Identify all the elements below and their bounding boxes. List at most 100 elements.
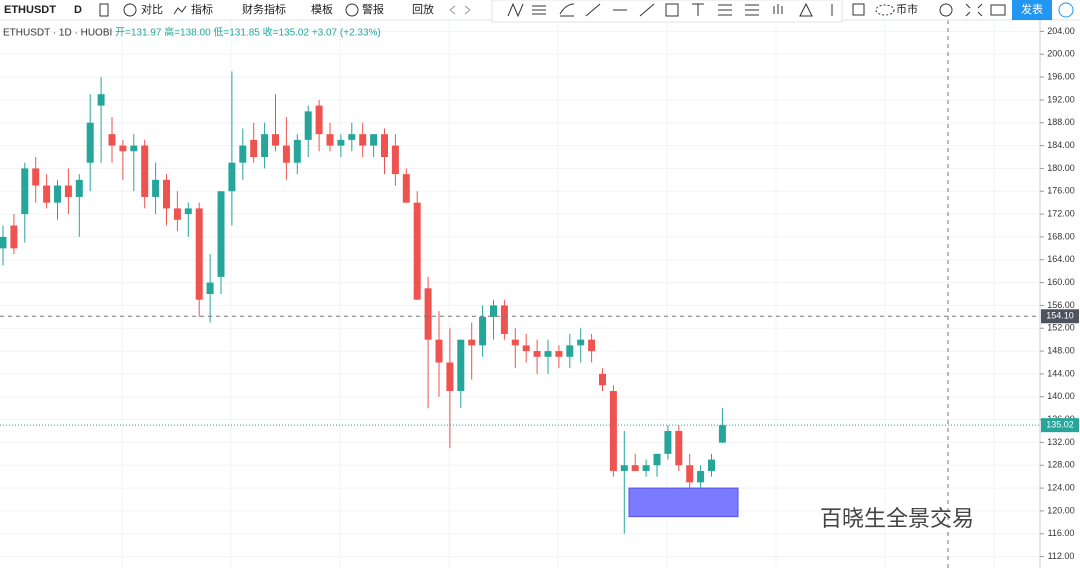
candle-body — [10, 225, 18, 249]
toolbar-item[interactable]: 回放 — [412, 2, 434, 16]
candle-body — [435, 339, 443, 363]
candle-body — [108, 134, 116, 146]
settings-icon[interactable] — [939, 3, 953, 17]
y-tick-label: 176.00 — [1047, 186, 1075, 196]
crosshair-box — [1041, 309, 1079, 324]
candle-body — [86, 122, 94, 163]
candle-body — [675, 431, 683, 466]
crosshair-label: 154.10 — [1046, 311, 1074, 321]
candle-body — [348, 134, 356, 140]
market[interactable]: 币市 — [896, 2, 918, 16]
tool[interactable] — [665, 3, 679, 17]
grid — [0, 20, 1040, 568]
y-tick-label: 132.00 — [1047, 437, 1075, 447]
tool[interactable] — [639, 3, 655, 17]
y-tick-label: 204.00 — [1047, 26, 1075, 36]
tool[interactable] — [585, 3, 601, 17]
legend-title: ETHUSDT · 1D · HUOBI — [3, 28, 112, 39]
tool[interactable] — [559, 3, 575, 17]
toolbar-item[interactable]: 指标 — [191, 2, 213, 16]
candle-body — [152, 179, 160, 197]
interval[interactable]: D — [74, 4, 82, 16]
y-tick-label: 120.00 — [1047, 505, 1075, 515]
candle-body — [326, 134, 334, 146]
candle-body — [163, 179, 170, 209]
candle-body — [304, 111, 312, 140]
toolbar-item[interactable]: 对比 — [141, 2, 163, 16]
candle-body — [468, 339, 476, 346]
candle-body — [32, 168, 40, 186]
tool[interactable] — [718, 4, 732, 16]
candle-body — [75, 179, 83, 197]
candle-body — [664, 431, 672, 454]
zone-box — [628, 487, 739, 518]
candle-body — [381, 134, 388, 157]
y-tick-label: 140.00 — [1047, 391, 1075, 401]
y-tick-label: 168.00 — [1047, 231, 1075, 241]
candle-body — [370, 134, 378, 146]
candle-body — [315, 105, 323, 135]
candle-body — [0, 236, 7, 249]
publish-label[interactable]: 发表 — [1021, 2, 1043, 16]
tool[interactable] — [773, 4, 783, 14]
price-axis — [1040, 20, 1080, 568]
tool[interactable] — [692, 3, 704, 16]
candle-body — [250, 139, 258, 157]
candle-body — [402, 174, 410, 203]
candle-body — [413, 202, 421, 300]
tool[interactable] — [875, 4, 895, 16]
drawing-tools — [507, 2, 1006, 18]
candle-body — [337, 139, 345, 146]
y-tick-label: 116.00 — [1048, 528, 1075, 538]
tool[interactable] — [507, 2, 524, 18]
tool[interactable] — [852, 3, 865, 16]
last-price-label: 135.02 — [1046, 420, 1074, 430]
legend-ohlc: 开=131.97 高=138.00 低=131.85 收=135.02 +3.0… — [115, 26, 381, 39]
candle-body — [620, 465, 628, 471]
symbol[interactable]: ETHUSDT — [4, 4, 56, 16]
tool[interactable] — [799, 2, 813, 17]
toolbar-item[interactable]: 财务指标 — [242, 2, 286, 16]
y-tick-label: 200.00 — [1047, 49, 1075, 59]
candle-body — [708, 459, 715, 471]
candle-body — [206, 282, 214, 294]
y-tick-label: 192.00 — [1047, 94, 1075, 104]
candle-body — [609, 391, 617, 471]
toolbar-item[interactable]: 模板 — [311, 2, 333, 16]
candle-body — [391, 145, 399, 175]
y-tick-label: 156.00 — [1047, 300, 1075, 310]
y-tick-label: 112.00 — [1048, 551, 1075, 561]
indicator-icon[interactable] — [173, 5, 187, 15]
y-tick-label: 128.00 — [1047, 460, 1075, 470]
candle-body — [293, 139, 301, 163]
candle-body — [119, 145, 127, 152]
y-tick-label: 164.00 — [1047, 254, 1075, 264]
candle-body — [64, 185, 72, 197]
tool[interactable] — [532, 5, 546, 15]
chart-type-icon[interactable] — [99, 3, 109, 17]
play-icon[interactable] — [1058, 2, 1074, 18]
fullscreen-icon[interactable] — [965, 3, 983, 17]
candle-body — [446, 362, 454, 392]
candle-body — [544, 351, 552, 357]
candle-body — [577, 339, 585, 346]
y-tick-label: 144.00 — [1047, 368, 1075, 378]
publish-button[interactable] — [1012, 0, 1052, 20]
compare-icon[interactable] — [123, 3, 137, 17]
candle-body — [566, 345, 574, 357]
snapshot-icon[interactable] — [990, 4, 1006, 16]
toolbar-item[interactable]: 警报 — [362, 2, 384, 16]
y-tick-label: 152.00 — [1047, 323, 1075, 333]
tool[interactable] — [745, 4, 759, 16]
candles — [0, 71, 1040, 534]
alert-icon[interactable] — [345, 3, 359, 17]
candle-body — [479, 316, 487, 346]
candle-body — [359, 134, 367, 146]
candle-body — [97, 94, 105, 106]
undo-redo[interactable] — [449, 5, 471, 15]
y-tick-label: 148.00 — [1047, 345, 1075, 355]
watermark: 百晓生全景交易 — [820, 506, 974, 531]
candle-body — [282, 145, 290, 163]
